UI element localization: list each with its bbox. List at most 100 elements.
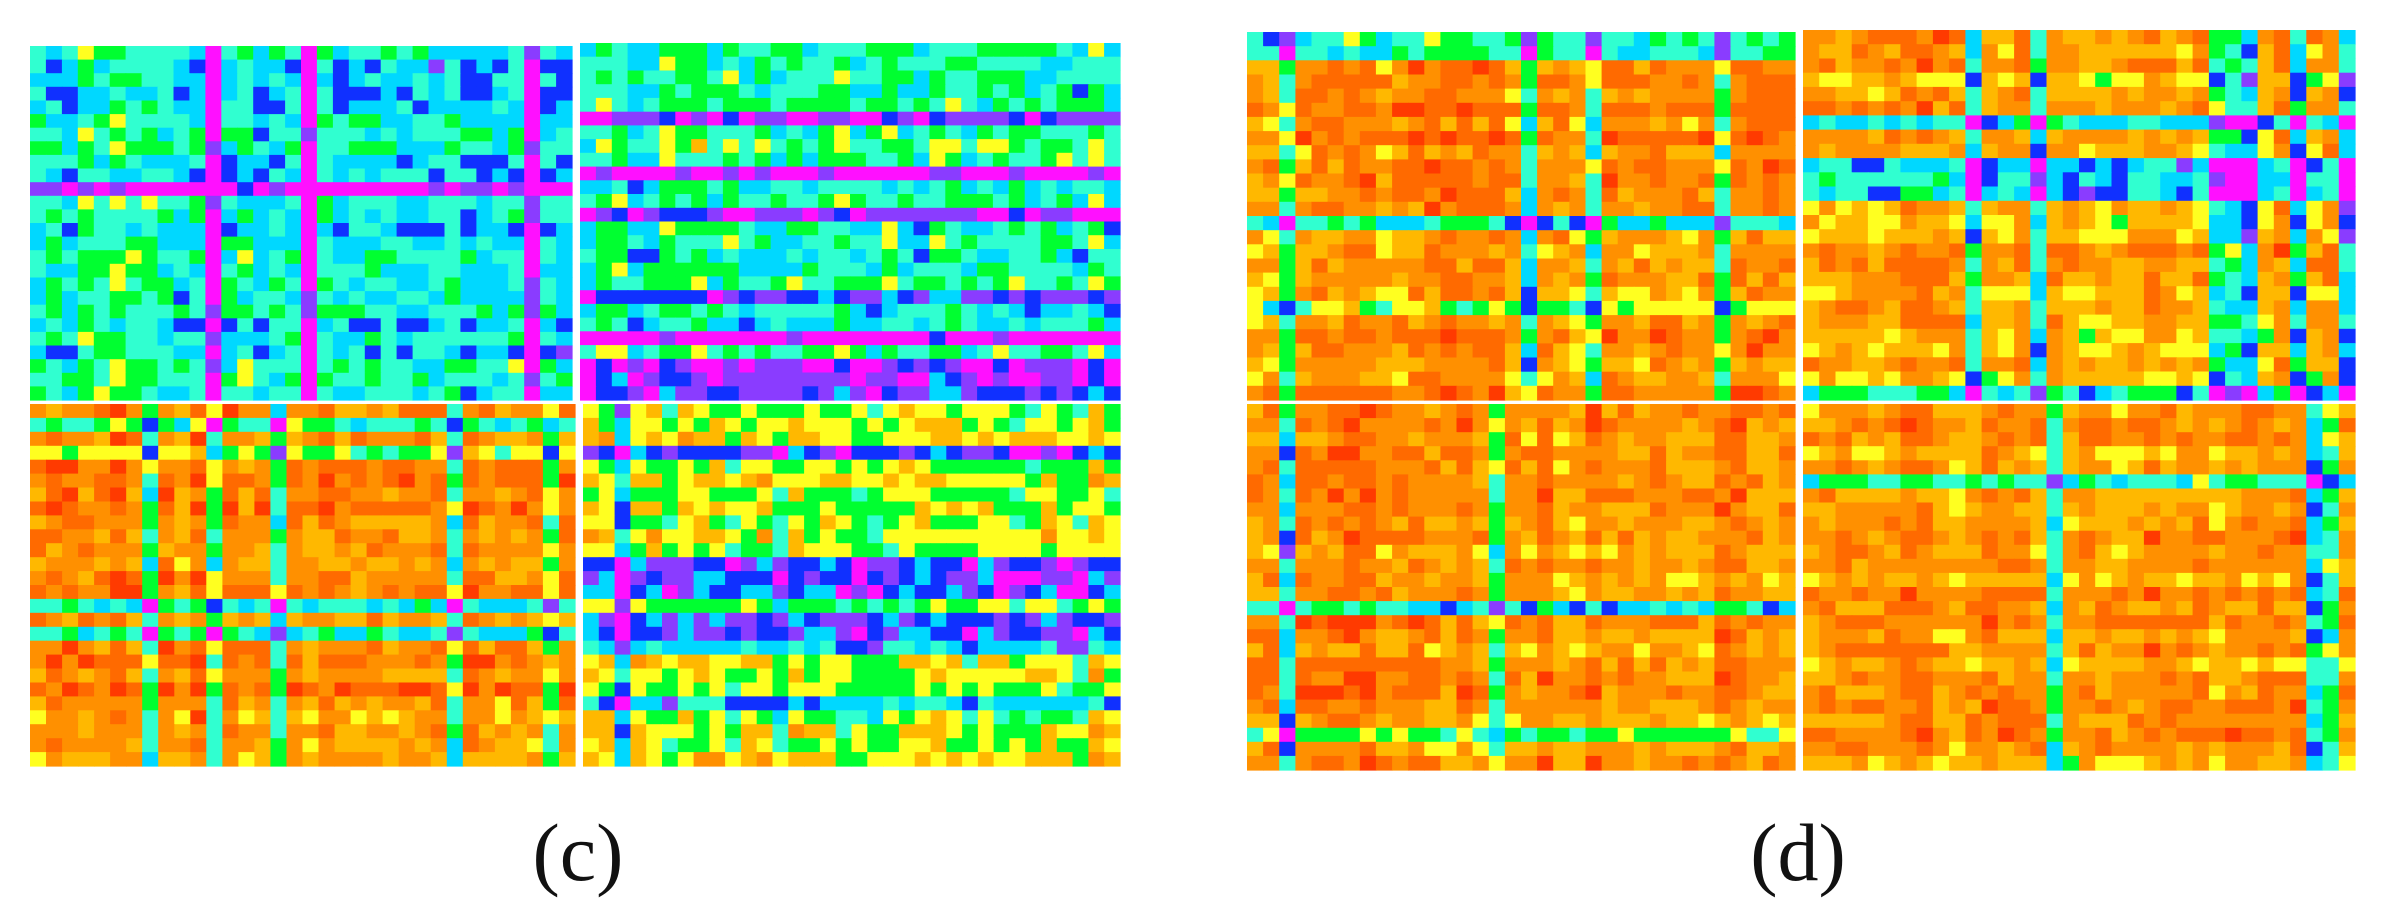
- heatmap-cell: [78, 640, 95, 656]
- heatmap-cell: [1008, 262, 1026, 277]
- heatmap-cell: [834, 372, 851, 387]
- heatmap-cell: [157, 359, 174, 374]
- heatmap-cell: [109, 73, 127, 88]
- heatmap-cell: [301, 345, 318, 360]
- heatmap-cell: [1104, 331, 1121, 346]
- heatmap-cell: [398, 571, 416, 586]
- heatmap-cell: [478, 417, 496, 433]
- heatmap-cell: [190, 515, 207, 530]
- heatmap-cell: [94, 515, 111, 530]
- heatmap-cell: [62, 682, 79, 697]
- heatmap-cell: [301, 209, 318, 224]
- heatmap-cell: [348, 291, 366, 306]
- heatmap-cell: [334, 598, 352, 614]
- heatmap-cell: [476, 359, 493, 374]
- heatmap-cell: [2062, 30, 2080, 45]
- heatmap-cell: [1714, 173, 1732, 189]
- heatmap-cell: [818, 166, 835, 181]
- heatmap-cell: [993, 404, 1010, 419]
- heatmap-cell: [238, 682, 255, 697]
- heatmap-cell: [1714, 60, 1732, 76]
- heatmap-cell: [1343, 74, 1361, 90]
- heatmap-cell: [1835, 243, 1853, 259]
- heatmap-cell: [332, 318, 350, 333]
- heatmap-cell: [851, 696, 868, 711]
- heatmap-cell: [643, 84, 660, 99]
- heatmap-cell: [675, 43, 692, 58]
- heatmap-cell: [1730, 46, 1748, 61]
- heatmap-cell: [237, 168, 254, 183]
- heatmap-cell: [1440, 286, 1458, 302]
- heatmap-cell: [1104, 710, 1121, 725]
- heatmap-cell: [1025, 710, 1042, 725]
- heatmap-cell: [1981, 44, 1999, 59]
- heatmap-cell: [428, 331, 445, 347]
- heatmap-cell: [2030, 243, 2048, 259]
- heatmap-cell: [788, 487, 805, 502]
- heatmap-cell: [30, 515, 47, 530]
- heatmap-cell: [350, 459, 368, 475]
- heatmap-cell: [446, 585, 464, 600]
- heatmap-cell: [2046, 101, 2064, 116]
- heatmap-cell: [2079, 86, 2096, 102]
- heatmap-cell: [269, 331, 286, 347]
- heatmap-cell: [1343, 46, 1361, 61]
- heatmap-cell: [580, 386, 597, 401]
- heatmap-cell: [738, 43, 756, 58]
- heatmap-cell: [1009, 431, 1026, 447]
- heatmap-cell: [524, 331, 541, 347]
- heatmap-cell: [1247, 230, 1264, 245]
- heatmap-cell: [1024, 372, 1042, 387]
- heatmap-cell: [492, 223, 509, 238]
- heatmap-cell: [414, 529, 432, 544]
- heatmap-cell: [350, 487, 368, 502]
- heatmap-cell: [61, 182, 79, 197]
- heatmap-cell: [1553, 343, 1570, 359]
- heatmap-cell: [583, 431, 600, 447]
- heatmap-cell: [1072, 640, 1089, 656]
- heatmap-cell: [788, 543, 805, 558]
- heatmap-cell: [2241, 158, 2259, 173]
- heatmap-cell: [109, 318, 127, 333]
- heatmap-cell: [835, 557, 853, 572]
- heatmap-cell: [677, 431, 695, 447]
- heatmap-cell: [993, 501, 1010, 516]
- heatmap-cell: [125, 223, 143, 238]
- heatmap-cell: [430, 487, 448, 502]
- heatmap-cell: [851, 668, 868, 683]
- heatmap-cell: [850, 317, 867, 332]
- heatmap-cell: [1569, 300, 1587, 316]
- heatmap-cell: [446, 682, 464, 697]
- heatmap-cell: [30, 86, 47, 101]
- heatmap-cell: [1867, 243, 1885, 259]
- heatmap-cell: [1375, 300, 1393, 316]
- heatmap-cell: [977, 111, 994, 126]
- heatmap-cell: [1440, 272, 1458, 288]
- heatmap-cell: [142, 557, 159, 572]
- heatmap-cell: [691, 358, 708, 374]
- heatmap-cell: [1762, 159, 1780, 175]
- heatmap-cell: [78, 557, 95, 572]
- heatmap-cell: [850, 345, 867, 360]
- heatmap-cell: [382, 752, 400, 767]
- heatmap-cell: [157, 263, 174, 278]
- heatmap-cell: [109, 359, 127, 374]
- heatmap-cell: [709, 417, 726, 433]
- heatmap-cell: [614, 612, 631, 628]
- heatmap-cell: [30, 724, 47, 739]
- heatmap-cell: [675, 358, 692, 374]
- heatmap-cell: [396, 100, 414, 115]
- heatmap-cell: [2225, 143, 2242, 159]
- heatmap-cell: [1649, 385, 1667, 401]
- heatmap-cell: [770, 70, 788, 85]
- heatmap-cell: [2143, 186, 2161, 202]
- heatmap-cell: [540, 372, 557, 387]
- heatmap-cell: [2046, 200, 2064, 216]
- heatmap-cell: [1521, 272, 1538, 288]
- heatmap-cell: [1088, 262, 1105, 277]
- heatmap-cell: [913, 290, 930, 305]
- heatmap-cell: [1424, 88, 1441, 104]
- heatmap-cell: [725, 598, 742, 614]
- heatmap-cell: [643, 194, 660, 209]
- heatmap-cell: [61, 73, 79, 88]
